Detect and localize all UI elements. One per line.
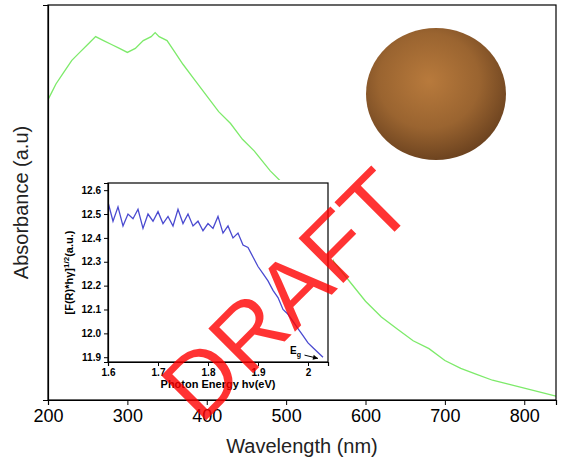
tick-label: 600 — [351, 406, 381, 426]
tick-label: 800 — [510, 406, 540, 426]
tick-label: 700 — [430, 406, 460, 426]
tick: 2 — [306, 362, 312, 378]
tick: 300 — [113, 400, 143, 426]
watermark: DRAFT — [142, 150, 431, 439]
annotation-arrowhead — [313, 355, 319, 361]
tick-mark — [104, 309, 108, 310]
tick-mark — [104, 190, 108, 191]
tick-label: 12.6 — [82, 185, 102, 196]
tick: 12.6 — [82, 185, 108, 196]
inset-y-axis-title-part: (a.u.) — [63, 230, 75, 257]
tick-mark — [366, 400, 367, 405]
tick-mark — [286, 400, 287, 405]
inset-y-axis-title-part: [F(R)*hγ] — [63, 268, 75, 315]
tick-mark — [104, 214, 108, 215]
inset-y-axis-title: [F(R)*hγ]1/2(a.u.) — [62, 230, 75, 314]
tick: 1.6 — [102, 362, 116, 378]
tick-mark — [127, 400, 128, 405]
tick: 200 — [33, 400, 63, 426]
tick-label: 12.3 — [82, 256, 102, 267]
tick-label: 12.0 — [82, 328, 102, 339]
tick-mark — [104, 262, 108, 263]
chart: 200300400500600700800Wavelength (nm)Abso… — [0, 0, 563, 464]
axis-line — [49, 401, 557, 406]
tick-mark — [308, 362, 309, 366]
axis-line — [104, 184, 109, 363]
tick-mark — [104, 357, 108, 358]
tick: 12.0 — [82, 328, 108, 339]
tick: 12.3 — [82, 256, 108, 267]
axis — [43, 6, 49, 401]
tick: 500 — [272, 400, 302, 426]
tick: 12.2 — [82, 280, 108, 291]
tick-label: 200 — [33, 406, 63, 426]
y-axis-title: Absorbance (a.u) — [10, 126, 32, 279]
powder-photo — [366, 28, 506, 160]
tick: 12.5 — [82, 209, 108, 220]
tick-label: 12.5 — [82, 209, 102, 220]
axis: 11.9 12.0 12.1 12.2 12.3 12.4 12.5 12.6 — [82, 184, 109, 363]
tick: 12.4 — [82, 233, 108, 244]
tick: 600 — [351, 400, 381, 426]
tick: 700 — [430, 400, 460, 426]
tick-mark — [445, 400, 446, 405]
x-axis-title: Wavelength (nm) — [226, 435, 378, 457]
tick: 800 — [510, 400, 540, 426]
tick: 11.9 — [82, 352, 108, 363]
tick-label: 500 — [272, 406, 302, 426]
tick-label: 12.4 — [82, 233, 102, 244]
inset-y-axis-title-part: 1/2 — [62, 256, 71, 268]
tick-mark — [104, 238, 108, 239]
tick-mark — [104, 286, 108, 287]
tick: 12.1 — [82, 304, 108, 315]
tick-label: 2 — [306, 367, 312, 378]
axis: 200300400500600700800 — [33, 400, 556, 426]
tick-label: 1.6 — [102, 367, 116, 378]
tick-mark — [104, 333, 108, 334]
tick-label: 12.2 — [82, 280, 102, 291]
tick-label: 12.1 — [82, 304, 102, 315]
tick-label: 300 — [113, 406, 143, 426]
tick-mark — [524, 400, 525, 405]
axis-line — [43, 6, 49, 401]
tick-label: 11.9 — [82, 352, 101, 363]
